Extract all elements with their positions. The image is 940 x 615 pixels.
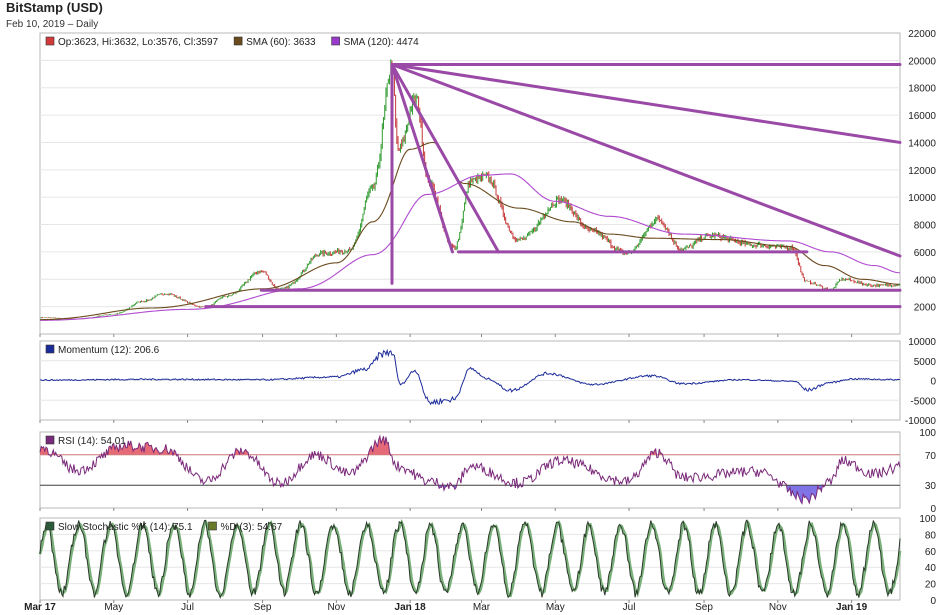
momentum-y-tick: -5000 [910, 396, 936, 407]
price-y-tick: 6000 [914, 248, 937, 259]
legend-swatch [45, 435, 55, 445]
x-tick-label: May [546, 602, 565, 613]
price-y-tick: 12000 [908, 166, 936, 177]
legend-swatch [331, 36, 340, 46]
rsi-oversold-fill [40, 485, 900, 504]
rsi-y-tick: 100 [919, 428, 936, 439]
x-tick-label: Jan 19 [836, 602, 868, 613]
rsi-overbought-fill [40, 436, 900, 455]
chart-title: BitStamp (USD) [6, 0, 103, 15]
legend-swatch [45, 344, 55, 354]
legend-entry: %D (3): 54.67 [221, 522, 283, 533]
stochastic-y-tick: 0 [930, 596, 936, 607]
rsi-y-tick: 0 [930, 504, 936, 515]
legend-swatch [45, 521, 55, 531]
rsi-y-tick: 30 [925, 481, 937, 492]
x-tick-label: Mar 17 [24, 602, 56, 613]
stochastic-y-tick: 40 [925, 563, 937, 574]
x-tick-label: Mar [473, 602, 491, 613]
trendline [390, 62, 902, 258]
rsi-panel: 100 70 30 0 RSI (14): 54.01 [39, 428, 937, 515]
stochastic-y-tick: 20 [925, 580, 937, 591]
legend-entry: SMA (60): 3633 [246, 37, 316, 48]
sma-60-line [40, 141, 901, 321]
price-y-tick: 18000 [908, 84, 936, 95]
trendline [390, 62, 500, 254]
legend-swatch [233, 36, 243, 46]
legend-entry: Slow Stochastic %K (14): 75.1 [58, 522, 193, 533]
momentum-y-tick: 10000 [908, 337, 936, 348]
x-tick-label: Jan 18 [395, 602, 427, 613]
legend-entry: Momentum (12): 206.6 [58, 345, 160, 356]
x-tick-label: May [104, 602, 123, 613]
price-y-tick: 20000 [908, 56, 936, 67]
x-tick-label: Sep [254, 602, 272, 613]
trendline [390, 62, 454, 254]
x-tick-label: Sep [695, 602, 713, 613]
legend-entry: Op:3623, Hi:3632, Lo:3576, Cl:3597 [58, 37, 219, 48]
x-axis: Mar 17 May Jul Sep Nov Jan 18 Mar May Jul Sep Nov J… [24, 334, 868, 613]
price-y-tick: 4000 [914, 275, 937, 286]
price-y-tick: 8000 [914, 221, 937, 232]
x-tick-label: Nov [327, 602, 345, 613]
price-y-tick: 22000 [908, 29, 936, 40]
stochastic-d-line [38, 518, 902, 599]
stochastic-y-tick: 60 [925, 547, 937, 558]
rsi-frame [39, 431, 901, 509]
x-tick-label: Jul [181, 602, 194, 613]
chart-subtitle: Feb 10, 2019 – Daily [6, 19, 98, 30]
price-y-tick: 2000 [914, 303, 937, 314]
legend-swatch [45, 36, 55, 46]
x-tick-label: Nov [769, 602, 787, 613]
price-frame [39, 32, 901, 335]
momentum-panel: 10000 5000 0 -5000 -10000 Momentum (12): 206.… [39, 337, 937, 427]
stochastic-y-tick: 80 [925, 530, 937, 541]
rsi-line [39, 434, 901, 505]
price-y-tick: 10000 [908, 193, 936, 204]
price-panel: 22000 20000 18000 16000 14000 12000 10000 8000 6… [39, 29, 937, 335]
stochastic-y-tick: 100 [919, 514, 936, 525]
stochastic-k-line [39, 519, 901, 599]
price-y-tick: 16000 [908, 111, 936, 122]
sma-120-line [40, 173, 901, 321]
trendline [390, 62, 902, 144]
rsi-y-tick: 70 [925, 451, 937, 462]
legend-entry: SMA (120): 4474 [344, 37, 419, 48]
price-y-tick: 14000 [908, 138, 936, 149]
x-tick-label: Jul [623, 602, 636, 613]
legend-swatch [208, 521, 217, 531]
momentum-line [39, 348, 901, 406]
legend-entry: RSI (14): 54.01 [58, 436, 126, 447]
momentum-y-tick: 5000 [914, 357, 937, 368]
momentum-y-tick: 0 [930, 377, 936, 388]
momentum-y-tick: -10000 [905, 416, 937, 427]
stochastic-panel: 100 80 60 40 20 0 Slow Stochastic %K (14): 75.… [38, 514, 937, 607]
